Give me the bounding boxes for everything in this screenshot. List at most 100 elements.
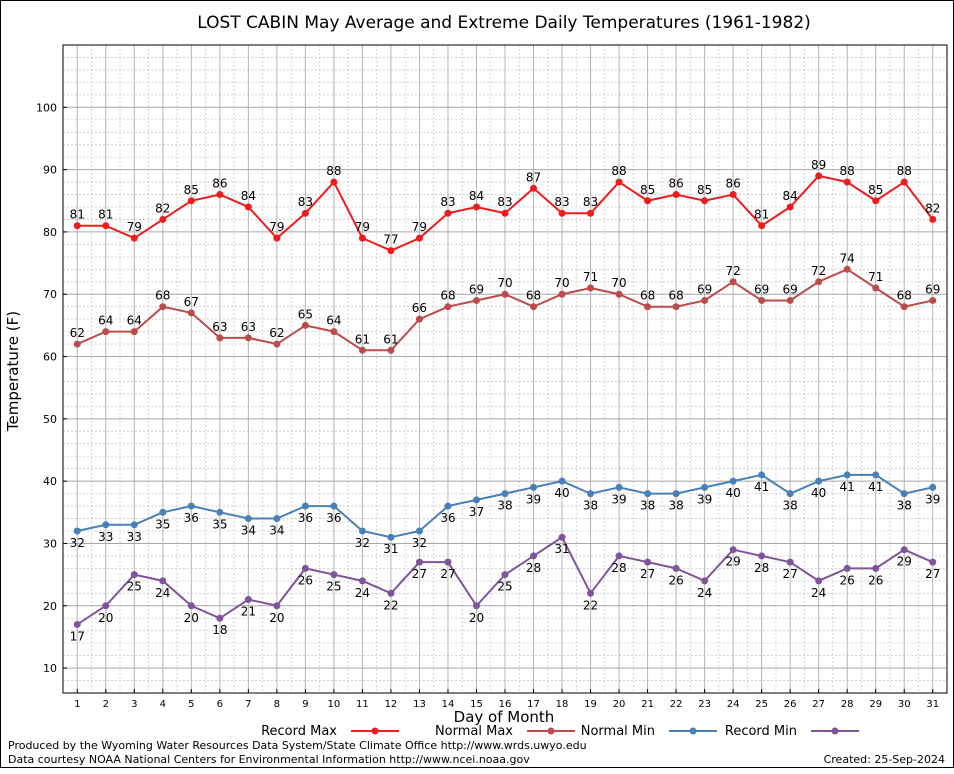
data-label: 64 bbox=[326, 314, 341, 328]
data-label: 17 bbox=[70, 629, 85, 643]
data-label: 22 bbox=[383, 598, 398, 612]
data-label: 39 bbox=[611, 492, 626, 506]
series-group: 81 81 79 82 85 86 84 79 83 88 79 77 79 83 84 83 87 83 83 88… bbox=[70, 158, 941, 644]
data-point bbox=[301, 564, 309, 572]
data-point bbox=[330, 328, 338, 336]
data-label: 69 bbox=[925, 282, 940, 296]
data-point bbox=[387, 533, 395, 541]
x-tick-label: 26 bbox=[784, 699, 797, 710]
x-tick-label: 25 bbox=[755, 699, 768, 710]
chart-title: LOST CABIN May Average and Extreme Daily… bbox=[197, 13, 811, 33]
data-point bbox=[387, 589, 395, 597]
data-label: 18 bbox=[212, 623, 227, 637]
data-point bbox=[102, 222, 110, 230]
data-point bbox=[729, 278, 737, 286]
data-label: 25 bbox=[326, 580, 341, 594]
data-point bbox=[558, 477, 566, 485]
data-label: 77 bbox=[383, 233, 398, 247]
data-point bbox=[672, 490, 680, 498]
x-tick-label: 2 bbox=[103, 699, 109, 710]
data-point bbox=[216, 614, 224, 622]
data-label: 81 bbox=[70, 208, 85, 222]
data-label: 88 bbox=[611, 164, 626, 178]
y-axis-title: Temperature (F) bbox=[4, 311, 22, 432]
y-tick-label: 70 bbox=[43, 288, 57, 301]
data-label: 65 bbox=[298, 307, 313, 321]
data-point bbox=[472, 602, 480, 610]
data-point bbox=[615, 178, 623, 186]
data-label: 32 bbox=[412, 536, 427, 550]
data-label: 39 bbox=[526, 492, 541, 506]
legend-marker bbox=[689, 727, 697, 735]
y-tick-label: 100 bbox=[36, 101, 57, 114]
data-label: 71 bbox=[868, 270, 883, 284]
grid bbox=[63, 45, 947, 694]
data-point bbox=[786, 296, 794, 304]
data-label: 29 bbox=[725, 555, 740, 569]
data-label: 68 bbox=[526, 289, 541, 303]
data-label: 36 bbox=[440, 511, 455, 525]
data-label: 36 bbox=[184, 511, 199, 525]
data-point bbox=[929, 558, 937, 566]
data-label: 85 bbox=[697, 183, 712, 197]
data-point bbox=[786, 558, 794, 566]
x-tick-label: 4 bbox=[160, 699, 166, 710]
data-label: 88 bbox=[840, 164, 855, 178]
data-point bbox=[900, 303, 908, 311]
data-point bbox=[130, 571, 138, 579]
data-label: 69 bbox=[697, 282, 712, 296]
data-point bbox=[701, 296, 709, 304]
data-point bbox=[587, 209, 595, 217]
data-label: 27 bbox=[783, 567, 798, 581]
x-tick-label: 29 bbox=[869, 699, 882, 710]
data-point bbox=[358, 234, 366, 242]
data-point bbox=[530, 552, 538, 560]
data-label: 68 bbox=[640, 289, 655, 303]
x-tick-label: 22 bbox=[670, 699, 683, 710]
data-label: 64 bbox=[127, 314, 142, 328]
data-point bbox=[501, 290, 509, 298]
x-tick-label: 18 bbox=[556, 699, 569, 710]
data-label: 83 bbox=[298, 195, 313, 209]
data-point bbox=[843, 564, 851, 572]
data-point bbox=[273, 234, 281, 242]
data-label: 40 bbox=[554, 486, 569, 500]
data-label: 27 bbox=[412, 567, 427, 581]
data-point bbox=[501, 571, 509, 579]
data-label: 39 bbox=[925, 492, 940, 506]
data-label: 79 bbox=[412, 220, 427, 234]
x-tick-label: 6 bbox=[217, 699, 223, 710]
data-point bbox=[159, 577, 167, 585]
data-label: 20 bbox=[269, 611, 284, 625]
data-point bbox=[872, 471, 880, 479]
data-label: 25 bbox=[497, 580, 512, 594]
legend-label: Record Max bbox=[261, 724, 337, 739]
data-label: 35 bbox=[155, 517, 170, 531]
data-label: 34 bbox=[269, 524, 284, 538]
data-label: 26 bbox=[840, 573, 855, 587]
data-label: 81 bbox=[754, 208, 769, 222]
data-label: 83 bbox=[497, 195, 512, 209]
data-label: 27 bbox=[440, 567, 455, 581]
data-label: 41 bbox=[868, 480, 883, 494]
data-label: 84 bbox=[241, 189, 256, 203]
y-tick-label: 90 bbox=[43, 164, 57, 177]
data-label: 83 bbox=[554, 195, 569, 209]
x-tick-label: 17 bbox=[527, 699, 540, 710]
y-tick-label: 50 bbox=[43, 413, 57, 426]
data-label: 69 bbox=[469, 282, 484, 296]
legend-marker bbox=[547, 727, 555, 735]
data-point bbox=[159, 303, 167, 311]
data-label: 38 bbox=[640, 499, 655, 513]
data-label: 88 bbox=[897, 164, 912, 178]
data-label: 85 bbox=[640, 183, 655, 197]
data-point bbox=[330, 502, 338, 510]
data-point bbox=[672, 303, 680, 311]
legend-item: Record Max bbox=[261, 724, 399, 739]
data-point bbox=[843, 265, 851, 273]
data-point bbox=[872, 564, 880, 572]
data-label: 85 bbox=[868, 183, 883, 197]
data-point bbox=[273, 515, 281, 523]
legend-label: Normal Min bbox=[581, 724, 655, 739]
